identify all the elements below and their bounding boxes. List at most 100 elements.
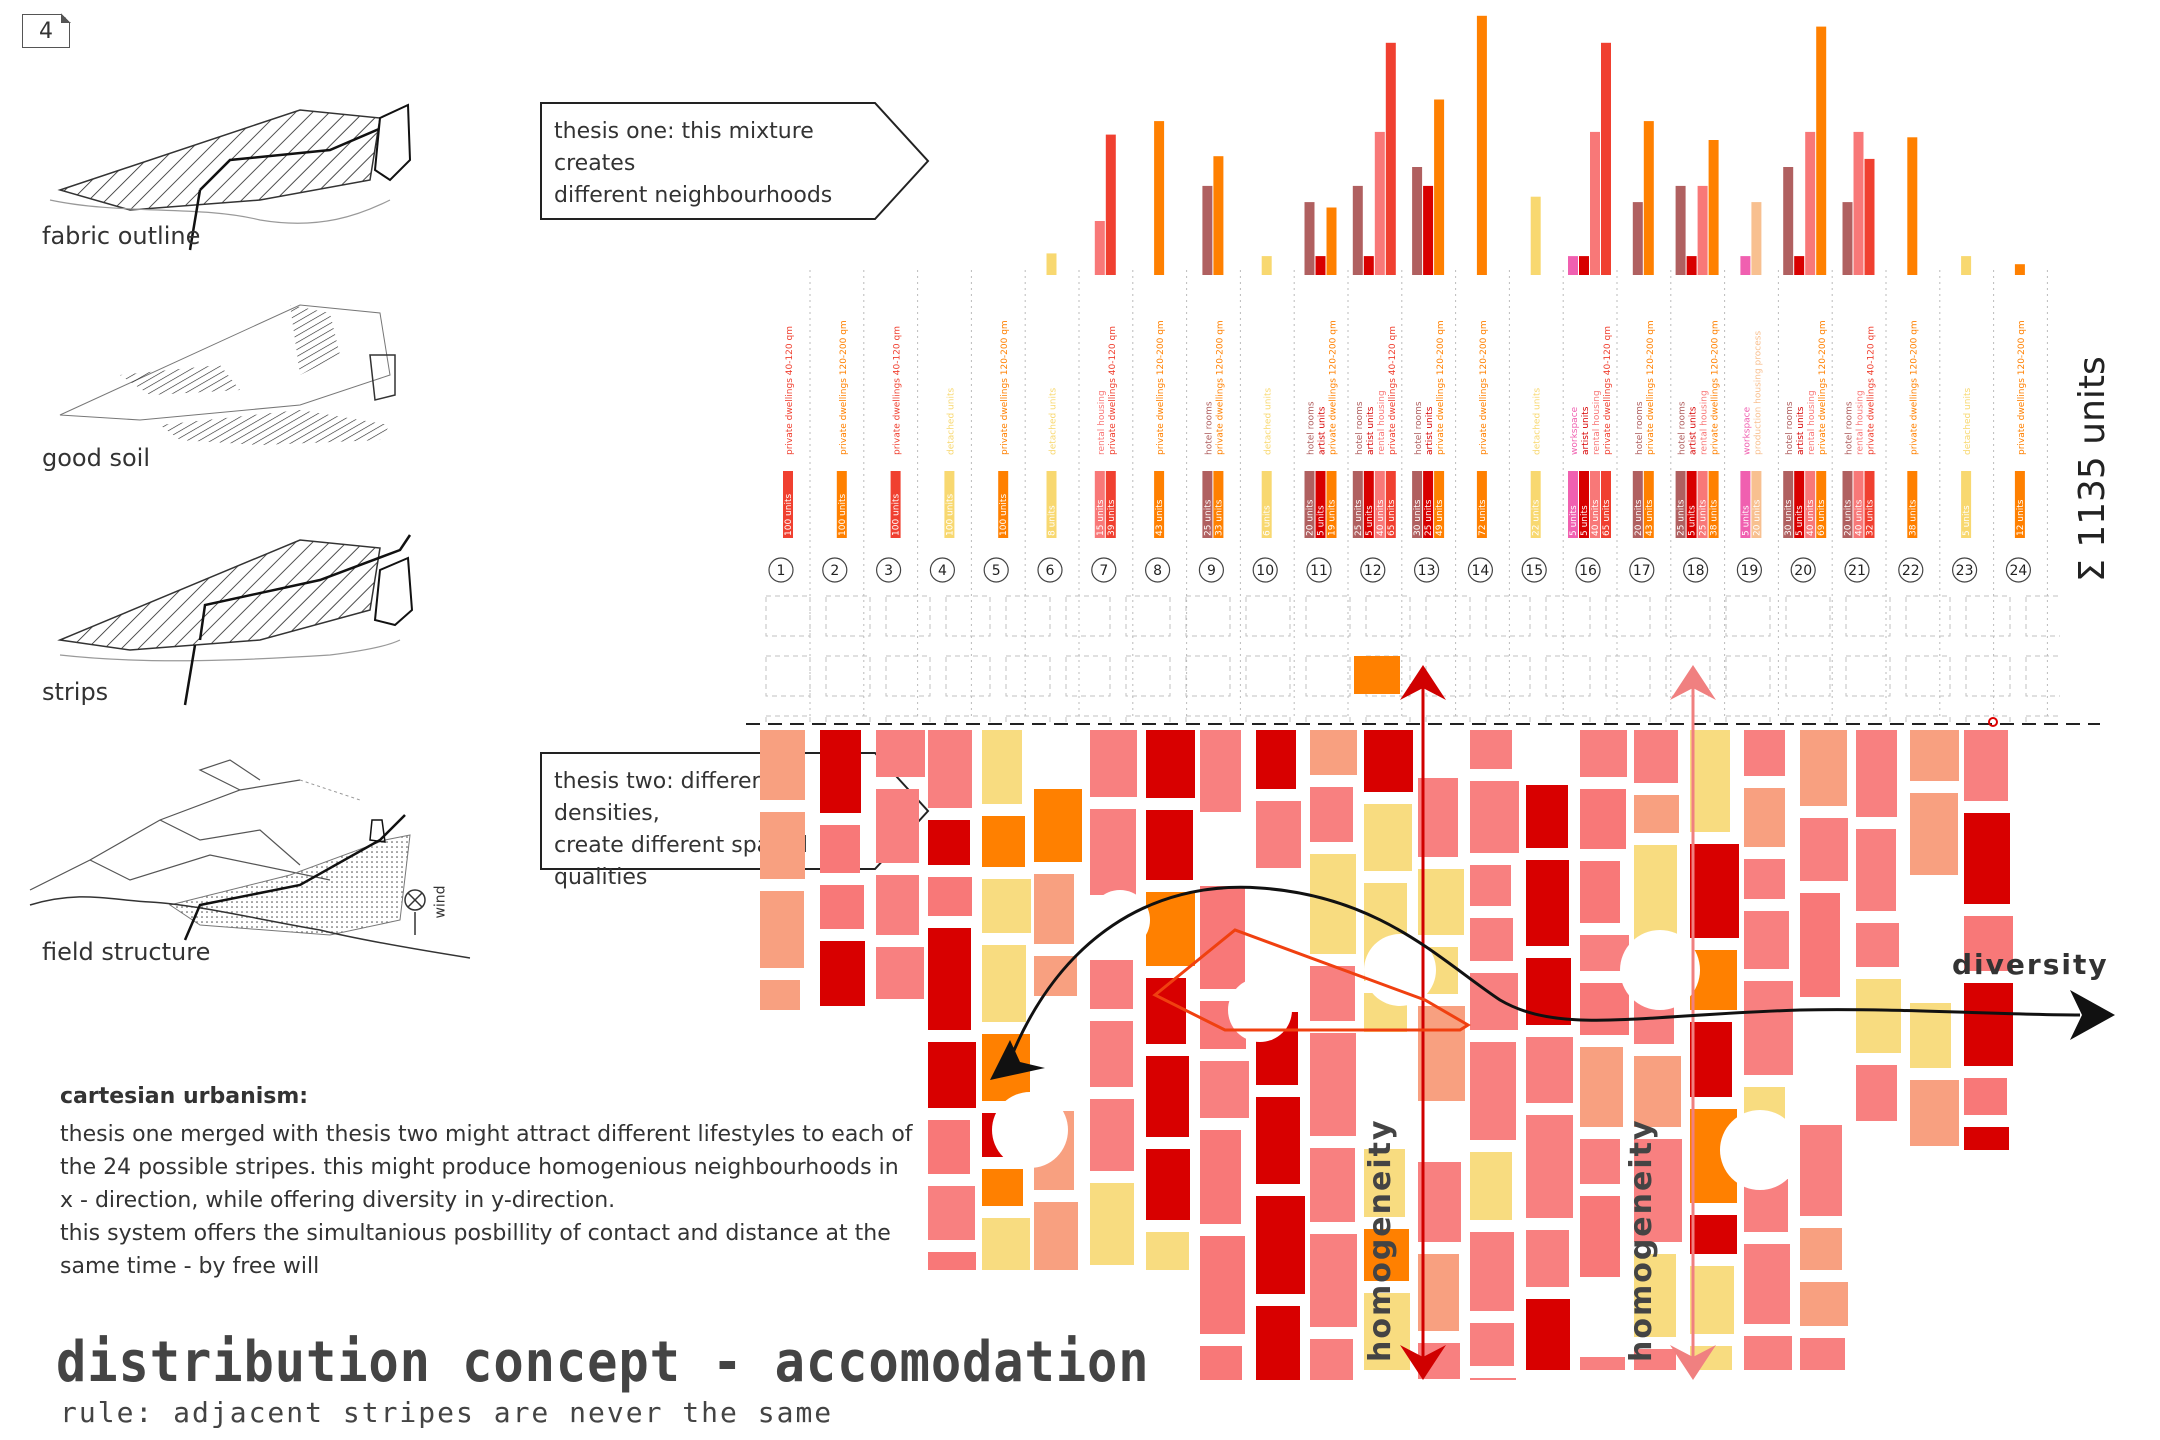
stripe-unit-block — [1686, 471, 1697, 538]
stripe-number: 8 — [1153, 563, 1162, 579]
plan-block — [1744, 1336, 1792, 1370]
stripe-unit-label: 49 units — [1435, 499, 1445, 536]
stripe-category-label: private dwellings 120-200 qm — [1329, 320, 1339, 455]
stripe-number-circle — [1951, 557, 1978, 583]
stripe-unit-label: 5 units — [1317, 505, 1327, 536]
plan-block — [1470, 1152, 1512, 1220]
stripe-unit-block — [1363, 471, 1374, 538]
stripe-category-label: workspace — [1742, 406, 1752, 455]
stripe-unit-block — [1105, 471, 1116, 538]
plan-block — [1090, 960, 1133, 1009]
stripe-number-circle — [1575, 557, 1601, 583]
plan-block — [928, 1186, 975, 1240]
stripe-bar — [1046, 253, 1057, 275]
plan-block — [1146, 810, 1193, 880]
page-subtitle: rule: adjacent stripes are never the sam… — [60, 1396, 834, 1429]
plan-block — [1526, 1299, 1570, 1370]
stripe-unit-label: 25 units — [1699, 499, 1709, 536]
stripe-unit-block — [1326, 471, 1337, 538]
plan-block — [760, 812, 805, 879]
stripe-category-label: artist units — [1796, 406, 1806, 455]
plan-block — [1856, 1065, 1897, 1121]
plan-block — [1690, 844, 1739, 938]
plan-block — [1800, 730, 1847, 806]
stripe-unit-block — [1590, 471, 1600, 538]
stripe-unit-label: 33 units — [1214, 499, 1224, 536]
stripe-category-label: private dwellings 120-200 qm — [1436, 320, 1446, 455]
stripe-number-circle — [1629, 557, 1655, 583]
stripe-unit-label: 5 units — [1365, 505, 1375, 536]
stripe-bar — [1568, 256, 1578, 275]
plan-block — [1580, 730, 1627, 777]
stripe-unit-label: 40 units — [1376, 499, 1386, 536]
stripe-number-circle — [983, 557, 1009, 583]
thesis-two-line1: thesis two: different densities, — [554, 769, 775, 826]
stripe-unit-label: 19 units — [1328, 499, 1338, 536]
stripe-category-label: rental housing — [1856, 390, 1866, 455]
stripe-unit-block — [2014, 471, 2025, 538]
plan-block — [928, 1042, 976, 1108]
stripe-unit-block — [1643, 471, 1654, 538]
stripe-bar — [1352, 185, 1363, 275]
plan-block — [1200, 1236, 1245, 1334]
stripe-number-circle — [1037, 557, 1063, 583]
plan-block — [1418, 1006, 1465, 1101]
stripe-unit-label: 15 units — [1096, 499, 1106, 536]
stripe-unit-label: 5 units — [1569, 505, 1579, 536]
plan-block — [1800, 1282, 1848, 1326]
stripe-bar — [1579, 256, 1589, 275]
plan-block — [1200, 1346, 1242, 1380]
plan-block — [1310, 1339, 1353, 1380]
site-thumbnails — [29, 103, 471, 959]
stripe-unit-block — [1385, 471, 1396, 538]
stripe-category-label: private dwellings 40-120 qm — [893, 326, 903, 455]
plan-block — [1964, 730, 2008, 801]
stripe-unit-block — [1794, 471, 1805, 538]
plan-block — [1690, 730, 1730, 832]
stripe-bar — [1697, 185, 1708, 275]
stripe-category-label: detached units — [1533, 388, 1543, 455]
plan-block — [1744, 730, 1785, 776]
stripe-category-label: rental housing — [1097, 390, 1107, 455]
plan-block — [1470, 1042, 1516, 1140]
stripe-unit-label: 5 units — [1580, 505, 1590, 536]
stripe-category-label: private dwellings 40-120 qm — [785, 326, 795, 455]
plan-block — [1146, 730, 1195, 798]
cartesian-line: x - direction, while offering diversity … — [60, 1188, 616, 1213]
stripe-number-circle — [822, 557, 848, 583]
stripe-unit-label: 6 units — [1263, 505, 1273, 536]
stripe-unit-block — [1907, 471, 1918, 538]
plan-block — [1310, 966, 1355, 1021]
plan-block — [1034, 1202, 1078, 1270]
stripe-unit-label: 20 units — [1844, 499, 1854, 536]
plan-block — [1690, 1266, 1734, 1334]
stripe-bar — [1590, 131, 1600, 275]
stripe-unit-block — [1434, 471, 1445, 538]
stripe-unit-block — [1961, 471, 1972, 538]
plan-block — [876, 875, 919, 935]
plan-block — [760, 980, 800, 1010]
stripe-bar — [1530, 196, 1541, 275]
stripe-number-circle — [1144, 557, 1171, 583]
stripe-unit-label: 39 units — [1107, 499, 1117, 536]
stripe-number: 15 — [1525, 563, 1543, 579]
plan-block — [1690, 1022, 1732, 1097]
plan-block — [1200, 886, 1245, 989]
stripe-category-label: private dwellings 40-120 qm — [1388, 326, 1398, 455]
stripe-unit-label: 5 units — [1962, 505, 1972, 536]
plan-block — [1310, 1234, 1357, 1327]
stripe-unit-label: 12 units — [2016, 499, 2026, 536]
stripe-category-label: private dwellings 120-200 qm — [839, 320, 849, 455]
stripe-unit-block — [1708, 471, 1719, 538]
stripe-bar — [1412, 167, 1423, 275]
stripe-bar — [1385, 42, 1396, 275]
homogeneity-label-2: homogeneity — [1624, 1118, 1659, 1362]
stripe-number: 4 — [938, 563, 947, 579]
stripe-unit-label: 72 units — [1478, 499, 1488, 536]
stripe-number-circle — [1467, 557, 1494, 583]
plan-block — [1526, 1230, 1569, 1287]
thumb-label-fabric-outline: fabric outline — [42, 222, 201, 250]
stripe-number: 12 — [1364, 563, 1382, 579]
plan-block — [1310, 854, 1356, 954]
plan-block — [1964, 916, 2013, 971]
